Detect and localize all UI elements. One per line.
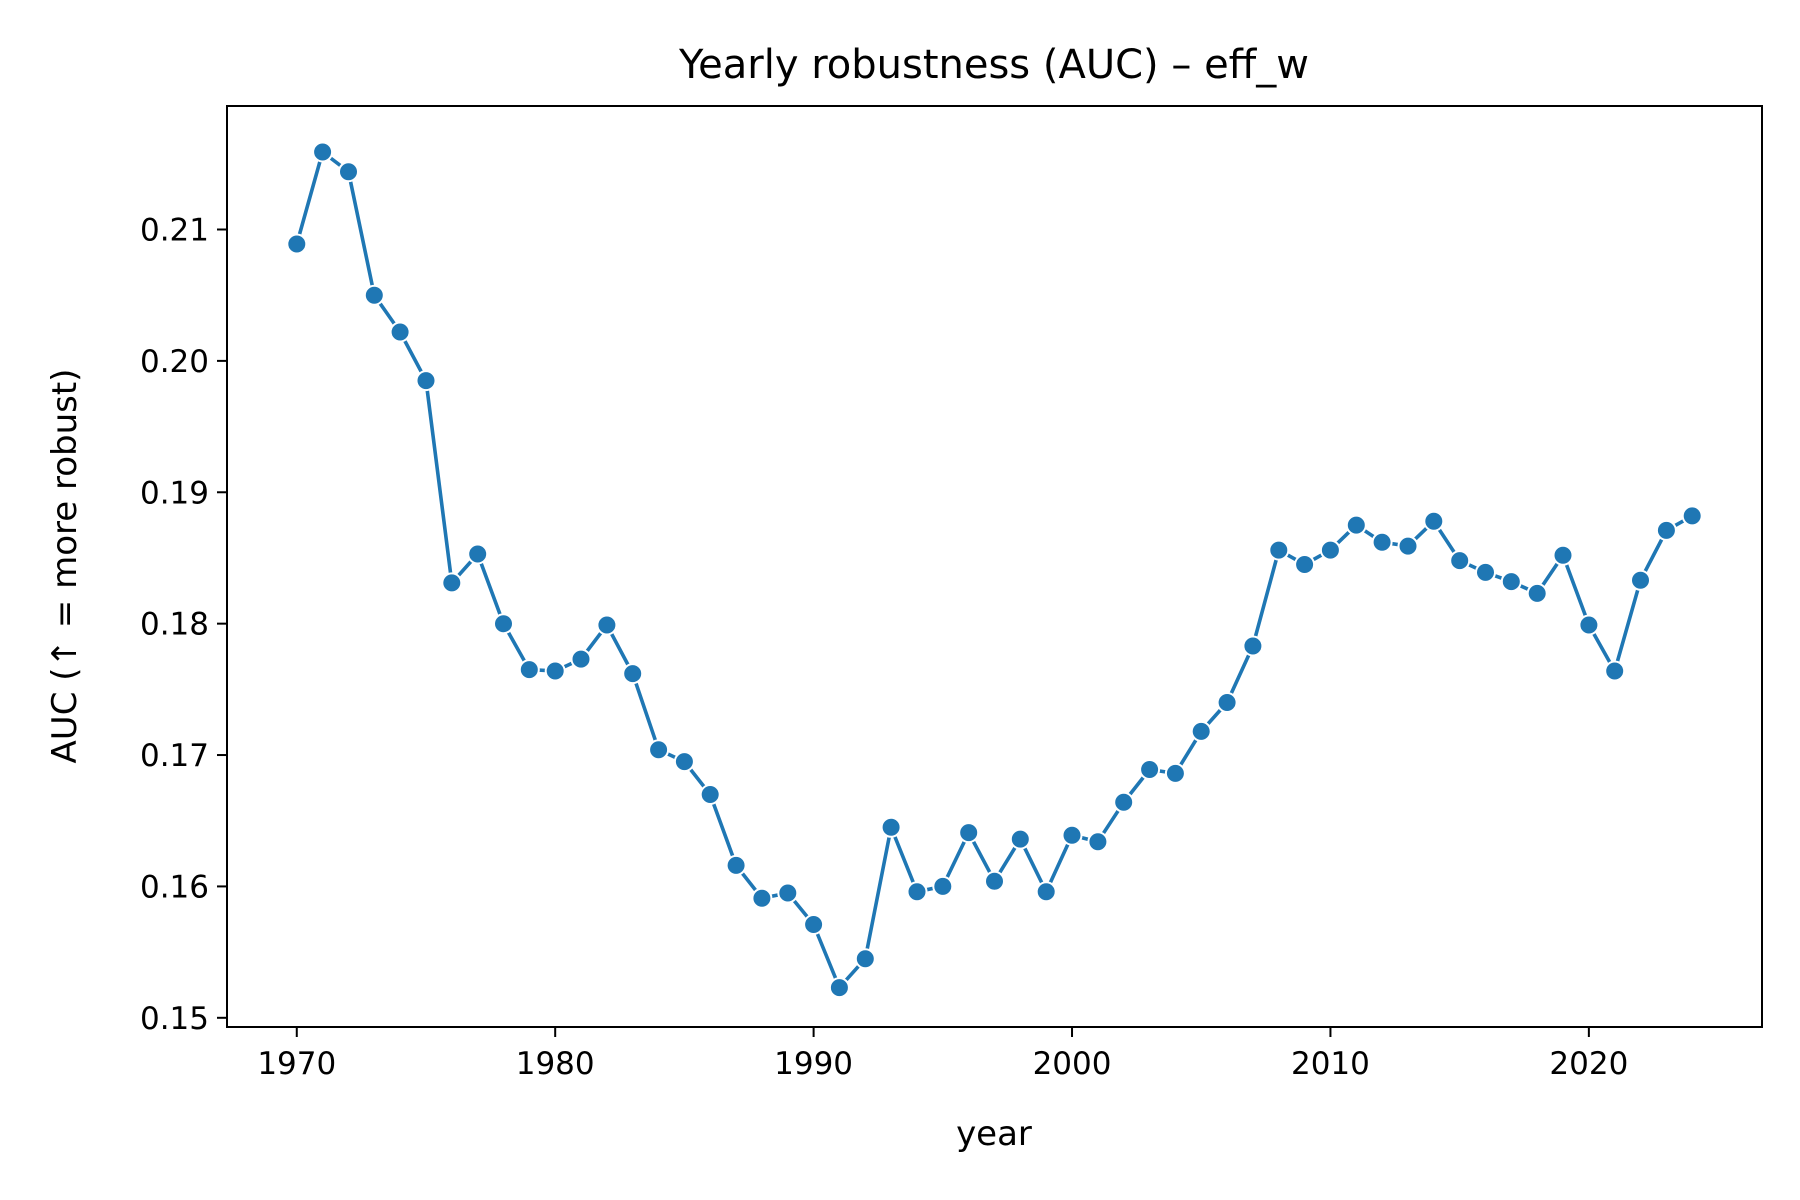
data-point: [932, 875, 954, 897]
data-point: [1087, 831, 1109, 853]
data-point: [363, 284, 385, 306]
x-tick-label: 2010: [1291, 1046, 1370, 1082]
data-point: [1655, 519, 1677, 541]
data-point: [1371, 531, 1393, 553]
x-axis-label: year: [956, 1114, 1032, 1154]
x-tick-label: 2020: [1549, 1046, 1628, 1082]
data-point: [1061, 824, 1083, 846]
plot-series: [286, 141, 1703, 999]
data-point: [673, 751, 695, 773]
y-tick-label: 0.19: [140, 475, 209, 511]
data-point: [958, 822, 980, 844]
y-tick-label: 0.15: [140, 1001, 209, 1037]
y-tick-label: 0.16: [140, 869, 209, 905]
y-tick-label: 0.18: [140, 607, 209, 643]
data-point: [1139, 759, 1161, 780]
data-point: [338, 161, 359, 183]
x-tick-label: 1970: [257, 1046, 336, 1082]
x-tick-label: 1980: [516, 1046, 595, 1082]
data-point: [751, 887, 773, 909]
x-tick-label: 2000: [1033, 1046, 1112, 1082]
data-point: [415, 370, 437, 392]
data-point: [648, 739, 670, 761]
data-point: [1216, 692, 1238, 713]
data-point: [699, 784, 721, 805]
x-axis-ticks: 1970 1980 1990 2000 2010 2020: [257, 1027, 1628, 1082]
data-point: [984, 870, 1005, 892]
data-point: [312, 141, 334, 163]
data-point: [286, 233, 308, 255]
data-point: [828, 977, 850, 999]
y-axis-label: AUC (↑ = more robust): [45, 369, 85, 764]
data-point: [596, 614, 618, 636]
data-point: [1500, 571, 1522, 593]
chart-title: Yearly robustness (AUC) – eff_w: [678, 42, 1309, 88]
data-point: [1552, 544, 1574, 566]
data-point: [880, 816, 902, 838]
y-axis-ticks: 0.15 0.16 0.17 0.18 0.19 0.20 0.21: [140, 213, 227, 1037]
data-point: [493, 613, 514, 635]
data-point: [622, 663, 644, 685]
data-point: [1113, 791, 1135, 813]
data-point: [1423, 510, 1445, 532]
data-point: [1578, 614, 1600, 636]
data-point: [1242, 635, 1264, 657]
y-tick-label: 0.20: [140, 344, 209, 380]
data-point: [518, 659, 540, 681]
data-point: [1681, 505, 1703, 527]
data-point: [1604, 660, 1626, 682]
data-point: [1526, 582, 1548, 604]
data-point: [725, 854, 747, 876]
data-point: [777, 882, 799, 904]
y-tick-label: 0.21: [140, 213, 209, 249]
data-point: [803, 914, 825, 935]
data-point: [1035, 881, 1057, 903]
data-point: [854, 948, 876, 970]
data-point: [1294, 554, 1316, 575]
data-point: [1009, 828, 1031, 850]
data-point: [570, 648, 592, 670]
data-point: [1630, 569, 1651, 591]
data-point: [441, 572, 463, 594]
data-point: [1397, 535, 1419, 557]
data-point: [1475, 561, 1496, 583]
data-point: [1268, 539, 1290, 561]
data-point: [1345, 514, 1367, 536]
data-point: [1164, 762, 1186, 784]
axes-frame: [226, 105, 1763, 1028]
data-point: [906, 881, 928, 903]
data-point: [1449, 550, 1471, 572]
data-point: [467, 543, 489, 565]
data-point: [544, 660, 566, 682]
y-tick-label: 0.17: [140, 738, 209, 774]
data-point: [389, 321, 411, 343]
x-tick-label: 1990: [774, 1046, 853, 1082]
data-point: [1319, 539, 1341, 561]
data-point: [1190, 720, 1212, 742]
